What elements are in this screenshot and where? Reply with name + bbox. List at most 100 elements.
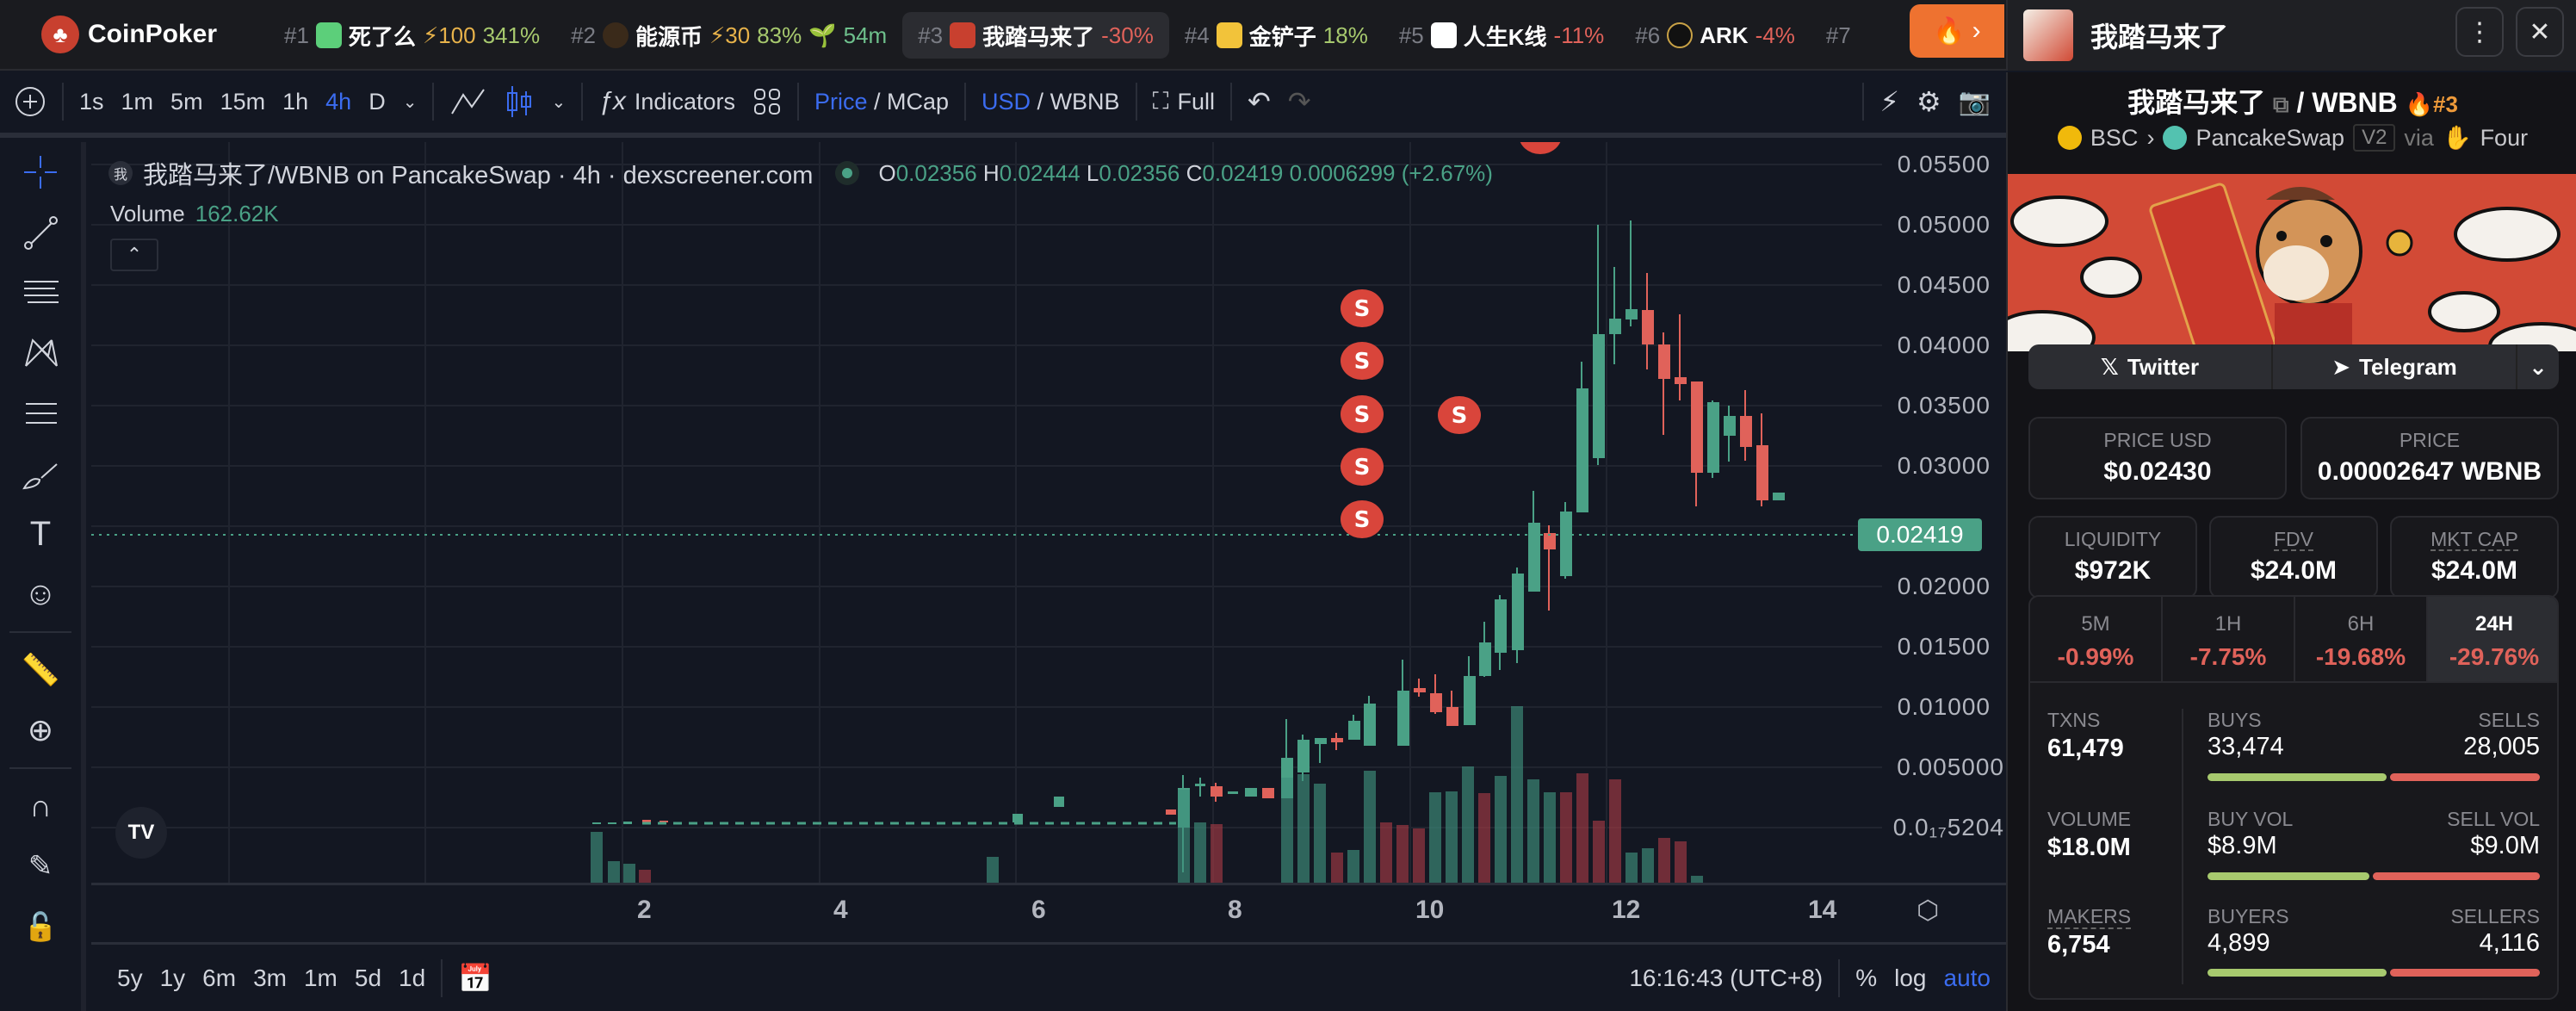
clock-timezone[interactable]: 16:16:43 (UTC+8) (1629, 964, 1824, 991)
interval-15m[interactable]: 15m (212, 89, 275, 115)
collapse-legend-button[interactable]: ⌃ (110, 239, 158, 271)
price-axis[interactable]: 0.05500 0.05000 0.04500 0.04000 0.03500 … (1882, 142, 2008, 883)
trending-item-6[interactable]: #6 ARK -4% (1619, 12, 1811, 59)
fdv-card[interactable]: FDV $24.0M (2209, 516, 2378, 599)
twitter-button[interactable]: 𝕏 Twitter (2028, 344, 2273, 389)
market-cap-label: MKT CAP (2430, 528, 2518, 551)
magnet-tool[interactable]: ∩ (0, 776, 81, 836)
redo-button[interactable]: ↷ (1279, 85, 1320, 118)
indicators-button[interactable]: ƒx Indicators (590, 87, 744, 116)
axis-settings-button[interactable]: ⬡ (1917, 896, 1939, 926)
y-tick: 0.01500 (1897, 633, 1991, 660)
wbnb-option[interactable]: WBNB (1050, 88, 1120, 115)
symbol-icon: 我 (108, 161, 133, 185)
market-cap-card[interactable]: MKT CAP $24.0M (2390, 516, 2559, 599)
range-1y[interactable]: 1y (152, 964, 195, 992)
settings-button[interactable]: ⚙ (1908, 85, 1950, 118)
go-to-date-button[interactable]: 📅 (449, 962, 501, 995)
emoji-tool[interactable]: ☺ (0, 564, 81, 624)
currency-toggle[interactable]: USD / WBNB (981, 88, 1120, 115)
token-name: 人生K线 (1463, 23, 1547, 50)
trending-item-2[interactable]: #2 能源币 ⚡30 83% 🌱 54m (555, 12, 902, 59)
layouts-button[interactable] (744, 87, 790, 116)
brush-tool[interactable] (0, 443, 81, 504)
interval-1m[interactable]: 1m (113, 89, 163, 115)
time-axis[interactable]: 2 4 6 8 10 12 14 ⬡ (91, 883, 2008, 940)
fib-tool[interactable] (0, 383, 81, 443)
close-button[interactable]: ✕ (2516, 7, 2564, 57)
trending-item-4[interactable]: #4 金铲子 18% (1169, 12, 1384, 59)
zoom-in-tool[interactable]: ⊕ (0, 700, 81, 760)
trending-item-1[interactable]: #1 死了么 ⚡100 341% (269, 12, 555, 59)
range-1m[interactable]: 1m (295, 964, 346, 992)
interval-d[interactable]: D (360, 89, 394, 115)
usd-option[interactable]: USD (981, 88, 1031, 115)
range-5y[interactable]: 5y (91, 964, 152, 992)
interval-1h[interactable]: 1h (274, 89, 317, 115)
lock-drawings-tool[interactable]: ✎ (0, 836, 81, 896)
timeframe-6h[interactable]: 6H -19.68% (2295, 597, 2428, 683)
pattern-tool[interactable] (0, 323, 81, 383)
tradingview-logo[interactable]: TV (115, 807, 167, 859)
measure-tool[interactable]: 📏 (0, 640, 81, 700)
sells-label: SELLS (2478, 709, 2540, 731)
sell-marker[interactable]: S (1354, 402, 1371, 428)
range-5d[interactable]: 5d (346, 964, 390, 992)
trend-line-tool[interactable] (0, 202, 81, 263)
fullscreen-button[interactable]: ⛶ Full (1144, 88, 1223, 115)
launchpad-link[interactable]: Four (2480, 124, 2529, 151)
interval-1s[interactable]: 1s (71, 89, 113, 115)
timeframe-1h[interactable]: 1H -7.75% (2163, 597, 2295, 683)
sell-marker[interactable]: S (1452, 403, 1468, 429)
range-3m[interactable]: 3m (245, 964, 295, 992)
trending-item-3[interactable]: #3 我踏马来了 -30% (902, 12, 1169, 59)
parallel-lines-icon (24, 281, 59, 303)
chart-type-dropdown[interactable]: ⌄ (542, 91, 574, 113)
redo-icon: ↷ (1287, 86, 1311, 117)
price-mcap-toggle[interactable]: Price / MCap (814, 88, 950, 115)
auto-scale-toggle[interactable]: auto (1943, 964, 1991, 991)
sell-marker[interactable]: S (1354, 507, 1371, 533)
range-6m[interactable]: 6m (194, 964, 245, 992)
timeframe-5m[interactable]: 5M -0.99% (2030, 597, 2163, 683)
interval-dropdown[interactable]: ⌄ (394, 91, 426, 113)
interval-label: 15m (220, 88, 266, 115)
text-tool[interactable]: T (0, 504, 81, 564)
telegram-button[interactable]: ➤ Telegram (2273, 344, 2517, 389)
timeframe-24h[interactable]: 24H -29.76% (2428, 597, 2557, 683)
horizontal-lines-tool[interactable] (0, 263, 81, 323)
interval-5m[interactable]: 5m (162, 89, 212, 115)
price-chart[interactable]: S S S S S S 我 我踏马来了/WBNB on PancakeSwap … (91, 142, 2008, 940)
line-chart-button[interactable] (441, 86, 496, 117)
trending-expand-button[interactable]: 🔥 › (1910, 4, 2004, 58)
quick-search-button[interactable]: ⚡ (1871, 85, 1907, 118)
percent-scale-toggle[interactable]: % (1855, 964, 1878, 991)
crosshair-icon (24, 156, 57, 189)
chart-bottom-bar: 5y 1y 6m 3m 1m 5d 1d 📅 16:16:43 (UTC+8) … (91, 942, 2008, 1011)
screenshot-button[interactable]: 📷 (1950, 87, 2006, 117)
lock-all-tool[interactable]: 🔓 (0, 896, 81, 957)
coinpoker-logo[interactable]: ♣ CoinPoker (41, 16, 217, 53)
more-options-button[interactable]: ⋮ (2455, 7, 2504, 57)
chart-canvas[interactable]: S S S S S S (91, 142, 1882, 883)
sell-marker[interactable]: S (1354, 455, 1371, 481)
range-1d[interactable]: 1d (390, 964, 434, 992)
log-scale-toggle[interactable]: log (1894, 964, 1927, 991)
divider (441, 958, 443, 997)
makers-label[interactable]: MAKERS (2047, 905, 2132, 929)
sell-marker[interactable]: S (1354, 349, 1371, 375)
interval-4h[interactable]: 4h (317, 89, 360, 115)
price-option[interactable]: Price (814, 88, 868, 115)
chain-link[interactable]: BSC (2090, 124, 2139, 151)
candle-chart-button[interactable] (496, 84, 542, 119)
add-symbol-button[interactable] (0, 85, 55, 118)
copy-icon[interactable]: ⧉ (2272, 91, 2289, 117)
undo-button[interactable]: ↶ (1239, 85, 1279, 118)
trending-item-7[interactable]: #7 (1811, 12, 1867, 59)
crosshair-tool[interactable] (0, 142, 81, 202)
dex-link[interactable]: PancakeSwap (2195, 124, 2345, 151)
mcap-option[interactable]: MCap (887, 88, 950, 115)
trending-item-5[interactable]: #5 人生K线 -11% (1384, 12, 1619, 59)
sell-marker[interactable]: S (1354, 296, 1371, 322)
more-links-dropdown[interactable]: ⌄ (2517, 354, 2559, 381)
